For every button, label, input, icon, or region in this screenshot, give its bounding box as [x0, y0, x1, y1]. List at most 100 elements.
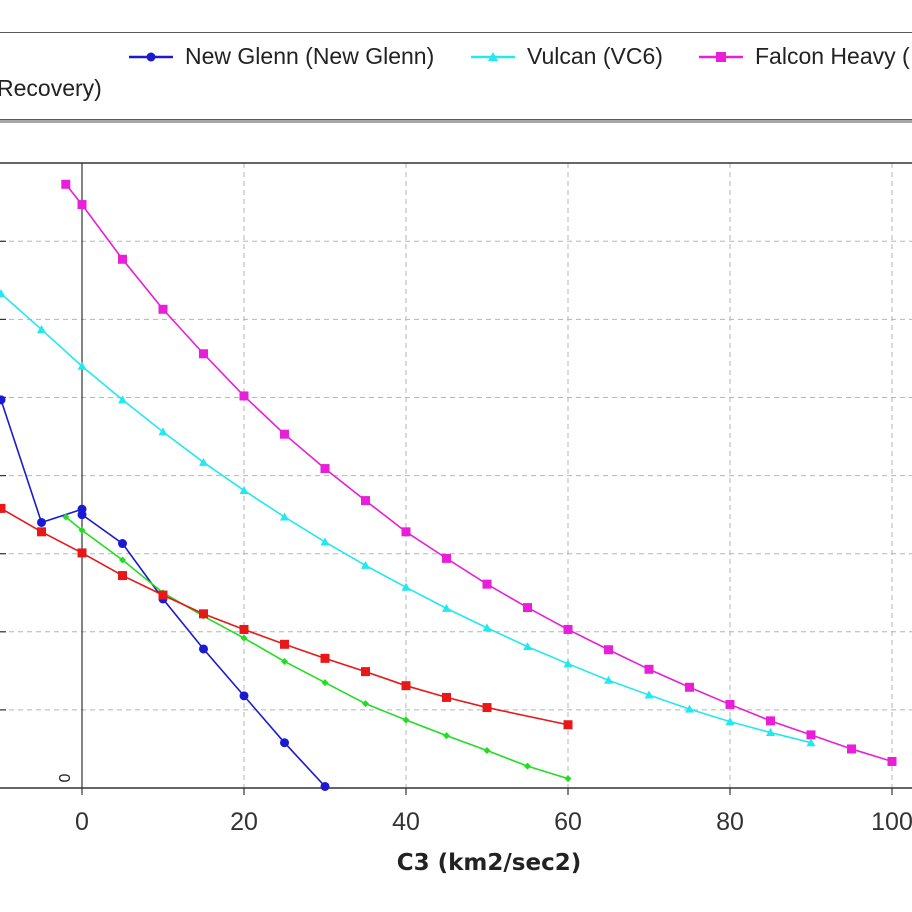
- data-point-vulcan-vc6: [442, 603, 451, 612]
- data-point-falcon-heavy: [361, 496, 370, 506]
- data-point-vulcan-vc6: [766, 728, 775, 737]
- data-point-green: [564, 775, 572, 783]
- data-point-blue: [37, 517, 46, 527]
- data-point-vulcan-vc6: [725, 717, 735, 726]
- data-point-green: [362, 700, 369, 708]
- data-point-vulcan-vc6: [361, 560, 370, 569]
- x-tick-label: 80: [716, 808, 744, 836]
- data-point-falcon-heavy: [644, 664, 654, 674]
- data-point-green: [443, 732, 450, 740]
- data-point-falcon-heavy: [887, 756, 897, 766]
- data-point-green: [281, 657, 288, 665]
- x-tick-label: 40: [392, 808, 420, 836]
- data-point-vulcan-vc6: [604, 675, 613, 684]
- x-tick-label: 60: [554, 808, 582, 836]
- data-point-falcon-heavy: [320, 464, 330, 474]
- data-point-falcon-heavy: [118, 254, 127, 264]
- data-point-green: [62, 513, 70, 521]
- data-point-vulcan-vc6: [401, 582, 411, 591]
- grid: [0, 163, 912, 795]
- data-point-green: [78, 526, 86, 534]
- data-point-falcon-heavy: [523, 603, 532, 613]
- data-point-blue: [280, 738, 289, 748]
- data-point-falcon-heavy: [847, 744, 856, 754]
- legend-label-falcon-heavy: Falcon Heavy (: [755, 43, 910, 69]
- data-point-red: [280, 639, 289, 649]
- y-zero-label: 0: [57, 773, 74, 782]
- data-point-vulcan-vc6: [0, 289, 6, 298]
- data-point-falcon-heavy: [563, 624, 573, 634]
- data-point-red: [442, 692, 451, 702]
- data-point-vulcan-vc6: [158, 427, 168, 436]
- data-point-red: [158, 590, 168, 600]
- legend-label-vulcan: Vulcan (VC6): [527, 43, 663, 69]
- data-point-red: [77, 548, 87, 558]
- x-axis-title: C3 (km2/sec2): [397, 850, 582, 876]
- data-point-green: [402, 716, 410, 724]
- data-point-red: [401, 681, 411, 691]
- data-point-red: [239, 624, 249, 634]
- legend-label-new-glenn: New Glenn (New Glenn): [185, 43, 435, 69]
- data-point-blue: [320, 781, 330, 791]
- data-point-red: [361, 667, 370, 677]
- data-point-falcon-heavy: [442, 553, 451, 563]
- data-point-vulcan-vc6: [199, 457, 208, 466]
- data-point-red: [199, 609, 208, 619]
- data-point-vulcan-vc6: [482, 623, 492, 632]
- data-point-vulcan-vc6: [563, 659, 573, 668]
- data-point-vulcan-vc6: [280, 512, 289, 521]
- data-point-blue: [118, 539, 127, 549]
- data-point-green: [321, 679, 329, 687]
- data-point-blue: [239, 691, 249, 701]
- legend-swatch-new-glenn: [129, 52, 173, 61]
- data-point-vulcan-vc6: [37, 325, 46, 334]
- x-tick-labels: 0 20 40 60 80 100: [75, 808, 912, 836]
- series-line-falcon-heavy: [65, 183, 893, 763]
- data-point-falcon-heavy: [685, 682, 694, 692]
- data-point-vulcan-vc6: [644, 690, 654, 699]
- data-point-red: [0, 503, 6, 513]
- data-point-red: [563, 720, 573, 730]
- data-point-falcon-heavy: [725, 699, 735, 709]
- data-point-red: [37, 527, 46, 537]
- data-point-blue: [199, 644, 208, 654]
- data-point-vulcan-vc6: [523, 642, 532, 651]
- x-tick-label: 0: [75, 808, 89, 836]
- data-point-green: [524, 762, 531, 770]
- data-point-falcon-heavy: [766, 716, 775, 726]
- x-tick-label: 100: [871, 808, 912, 836]
- data-point-vulcan-vc6: [320, 537, 330, 546]
- legend-item-vulcan: Vulcan (VC6): [469, 43, 663, 70]
- data-point-blue: [77, 510, 87, 520]
- data-point-vulcan-vc6: [806, 738, 816, 747]
- data-point-red: [482, 703, 492, 713]
- data-point-blue: [0, 395, 6, 405]
- data-point-falcon-heavy: [806, 730, 816, 740]
- x-tick-label: 20: [230, 808, 258, 836]
- legend-wrapped-text: Recovery): [0, 75, 102, 102]
- data-point-falcon-heavy: [61, 179, 71, 189]
- legend: New Glenn (New Glenn) Vulcan (VC6) Falco…: [0, 32, 912, 120]
- data-point-falcon-heavy: [401, 527, 411, 537]
- data-point-vulcan-vc6: [77, 361, 87, 370]
- legend-item-new-glenn: New Glenn (New Glenn): [127, 43, 434, 70]
- data-point-falcon-heavy: [239, 391, 249, 401]
- legend-wrapped-label: Recovery): [0, 75, 102, 101]
- legend-swatch-falcon-heavy: [699, 51, 743, 62]
- legend-swatch-vulcan: [471, 51, 515, 61]
- data-point-green: [240, 634, 248, 642]
- data-point-vulcan-vc6: [685, 704, 694, 713]
- data-point-falcon-heavy: [158, 304, 168, 314]
- data-point-green: [483, 747, 491, 755]
- legend-item-falcon-heavy: Falcon Heavy (: [697, 43, 910, 70]
- data-point-vulcan-vc6: [118, 395, 127, 404]
- series-line-green: [65, 516, 569, 780]
- series-line-red: [0, 507, 569, 726]
- data-point-falcon-heavy: [77, 200, 87, 210]
- data-point-green: [119, 556, 126, 564]
- data-point-vulcan-vc6: [239, 485, 249, 494]
- data-point-falcon-heavy: [482, 579, 492, 589]
- data-point-falcon-heavy: [280, 429, 289, 439]
- data-point-falcon-heavy: [199, 349, 208, 359]
